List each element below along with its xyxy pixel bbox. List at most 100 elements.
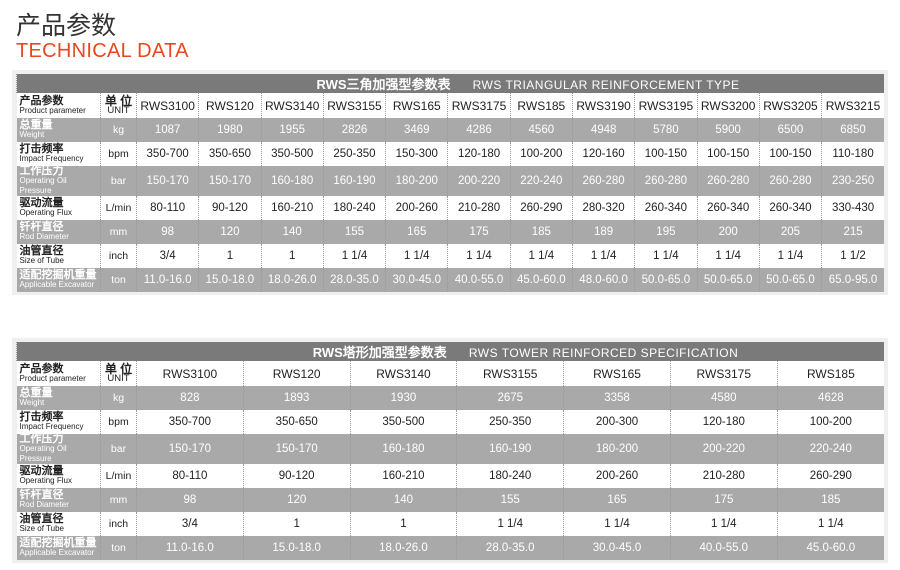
value-cell: 260-280 bbox=[634, 166, 698, 196]
param-label: 钎杆直径 Rod Diameter bbox=[16, 488, 101, 512]
value-cell: 80-110 bbox=[136, 464, 244, 488]
value-cell: 215 bbox=[821, 220, 884, 244]
value-cell: 350-500 bbox=[349, 410, 457, 434]
page-title-cn: 产品参数 bbox=[16, 11, 117, 40]
param-header-en: Product parameter bbox=[19, 105, 86, 115]
param-label-en: Operating Flux bbox=[19, 476, 72, 485]
param-label: 驱动流量 Operating Flux bbox=[16, 196, 101, 220]
value-cell: 185 bbox=[509, 220, 573, 244]
value-cell: 1 1/4 bbox=[758, 244, 822, 268]
param-label: 钎杆直径 Rod Diameter bbox=[16, 220, 101, 244]
model-header: RWS185 bbox=[509, 93, 573, 118]
param-label-cn: 驱动流量 bbox=[19, 197, 64, 209]
value-cell: 100-200 bbox=[509, 142, 573, 166]
value-cell: 1 1/4 bbox=[776, 512, 884, 536]
model-header: RWS185 bbox=[776, 361, 884, 386]
value-cell: 15.0-18.0 bbox=[198, 268, 262, 292]
value-cell: 260-280 bbox=[571, 166, 635, 196]
param-label: 总重量 Weight bbox=[16, 118, 101, 142]
param-header: 产品参数 Product parameter bbox=[16, 361, 101, 386]
model-header: RWS3215 bbox=[821, 93, 884, 118]
value-cell: 80-110 bbox=[135, 196, 199, 220]
unit-cell: kg bbox=[100, 118, 137, 142]
value-cell: 1 1/4 bbox=[447, 244, 511, 268]
value-cell: 120 bbox=[242, 488, 351, 512]
unit-header-cn: 单 位 bbox=[104, 93, 133, 108]
value-cell: 98 bbox=[135, 220, 199, 244]
table-row: 总重量 Weight kg 1087 1980 1955 2826 3469 4286 4560 4… bbox=[16, 118, 884, 142]
unit-cell: ton bbox=[100, 536, 137, 560]
value-cell: 11.0-16.0 bbox=[135, 268, 199, 292]
table-row: 油管直径 Size of Tube inch 3/4 1 1 1 1/4 1 1/4 1 1/4… bbox=[16, 512, 884, 536]
model-header: RWS120 bbox=[242, 361, 351, 386]
param-header-cn: 产品参数 bbox=[19, 362, 64, 375]
value-cell: 195 bbox=[634, 220, 698, 244]
param-label: 油管直径 Size of Tube bbox=[16, 244, 101, 268]
value-cell: 3/4 bbox=[135, 244, 199, 268]
param-header: 产品参数 Product parameter bbox=[16, 93, 101, 118]
model-header: RWS3195 bbox=[634, 93, 698, 118]
value-cell: 1 bbox=[242, 512, 351, 536]
value-cell: 65.0-95.0 bbox=[821, 268, 884, 292]
param-label-cn: 油管直径 bbox=[19, 245, 64, 257]
value-cell: 4948 bbox=[571, 118, 635, 142]
value-cell: 18.0-26.0 bbox=[260, 268, 324, 292]
table-title-bar: RWS三角加强型参数表 RWS TRIANGULAR REINFORCEMENT … bbox=[16, 74, 884, 93]
param-label-en: Weight bbox=[19, 130, 45, 139]
model-header: RWS3155 bbox=[322, 93, 386, 118]
param-label-en: Rod Diameter bbox=[19, 500, 69, 509]
value-cell: 260-340 bbox=[634, 196, 698, 220]
table-row: 驱动流量 Operating Flux L/min 80-110 90-120 160-2… bbox=[16, 464, 884, 488]
value-cell: 5780 bbox=[634, 118, 698, 142]
value-cell: 210-280 bbox=[669, 464, 778, 488]
value-cell: 6500 bbox=[758, 118, 822, 142]
spec-table: RWS三角加强型参数表 RWS TRIANGULAR REINFORCEMENT … bbox=[16, 74, 884, 292]
unit-cell: bar bbox=[100, 434, 137, 464]
value-cell: 160-180 bbox=[349, 434, 457, 464]
value-cell: 160-190 bbox=[456, 434, 564, 464]
param-label: 驱动流量 Operating Flux bbox=[16, 464, 101, 488]
value-cell: 220-240 bbox=[509, 166, 573, 196]
value-cell: 220-240 bbox=[776, 434, 884, 464]
value-cell: 140 bbox=[260, 220, 324, 244]
table-title-en: RWS TOWER REINFORCED SPECIFICATION bbox=[468, 346, 739, 360]
value-cell: 1 1/4 bbox=[509, 244, 573, 268]
value-cell: 350-500 bbox=[260, 142, 324, 166]
value-cell: 50.0-65.0 bbox=[696, 268, 760, 292]
table-row: 打击频率 Impact Frequency bpm 350-700 350-650 350… bbox=[16, 410, 884, 434]
unit-cell: bpm bbox=[100, 142, 137, 166]
value-cell: 28.0-35.0 bbox=[456, 536, 564, 560]
value-cell: 350-650 bbox=[198, 142, 262, 166]
param-label: 打击频率 Impact Frequency bbox=[16, 410, 101, 434]
value-cell: 2826 bbox=[322, 118, 386, 142]
value-cell: 90-120 bbox=[242, 464, 351, 488]
value-cell: 120-160 bbox=[571, 142, 635, 166]
value-cell: 175 bbox=[447, 220, 511, 244]
value-cell: 180-200 bbox=[385, 166, 448, 196]
param-label-en: Applicable Excavator bbox=[19, 280, 95, 289]
value-cell: 280-320 bbox=[571, 196, 635, 220]
value-cell: 4286 bbox=[447, 118, 511, 142]
table-row: 总重量 Weight kg 828 1893 1930 2675 3358 4580 4628 bbox=[16, 386, 884, 410]
page-title-en: TECHNICAL DATA bbox=[16, 40, 189, 62]
param-label-en: Operating Flux bbox=[19, 208, 72, 217]
param-label-en: Rod Diameter bbox=[19, 232, 69, 241]
spec-table: RWS塔形加强型参数表 RWS TOWER REINFORCED SPECIFIC… bbox=[16, 342, 884, 560]
model-header: RWS3190 bbox=[571, 93, 635, 118]
value-cell: 1 1/4 bbox=[385, 244, 448, 268]
param-label-en: Size of Tube bbox=[19, 256, 64, 265]
value-cell: 260-340 bbox=[758, 196, 822, 220]
value-cell: 45.0-60.0 bbox=[509, 268, 573, 292]
value-cell: 150-300 bbox=[385, 142, 448, 166]
value-cell: 260-340 bbox=[696, 196, 760, 220]
unit-cell: mm bbox=[100, 488, 137, 512]
value-cell: 189 bbox=[571, 220, 635, 244]
model-header: RWS3205 bbox=[758, 93, 822, 118]
value-cell: 150-170 bbox=[242, 434, 351, 464]
value-cell: 150-170 bbox=[135, 166, 199, 196]
value-cell: 1980 bbox=[198, 118, 262, 142]
value-cell: 200-300 bbox=[563, 410, 671, 434]
value-cell: 100-200 bbox=[776, 410, 884, 434]
value-cell: 1893 bbox=[242, 386, 351, 410]
value-cell: 2675 bbox=[456, 386, 564, 410]
